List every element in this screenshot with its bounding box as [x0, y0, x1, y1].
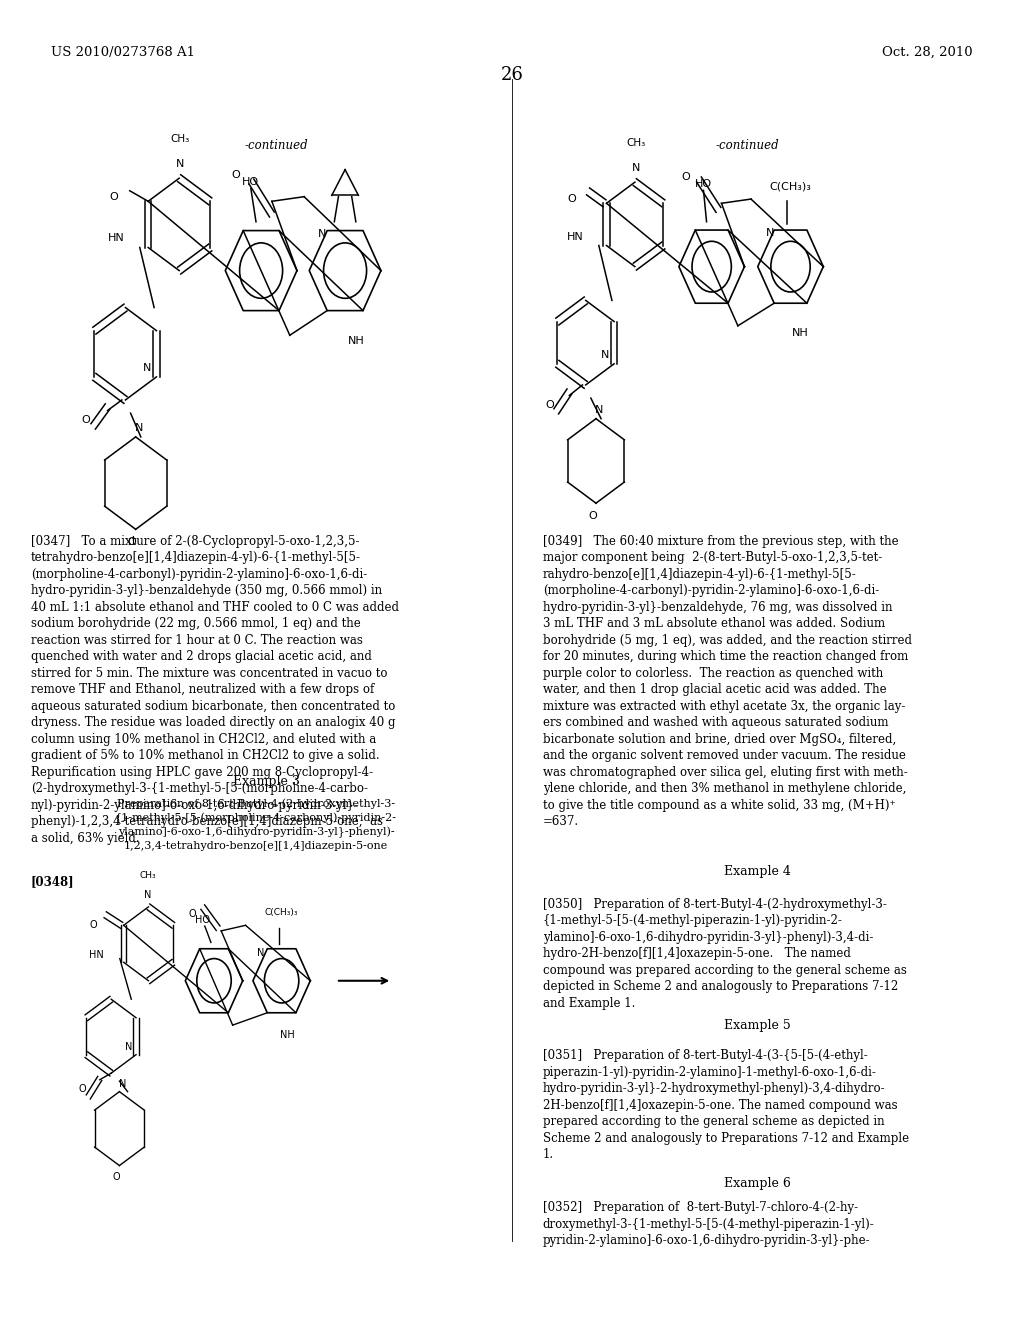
Text: HO: HO: [695, 178, 712, 189]
Text: NH: NH: [347, 335, 365, 346]
Text: N: N: [143, 890, 152, 900]
Text: Preparation of 8-tert-Butyl-4-(2-hydroxymethyl-3-
{1-methyl-5-[5-(morpholine-4-c: Preparation of 8-tert-Butyl-4-(2-hydroxy…: [115, 799, 397, 850]
Text: CH₃: CH₃: [171, 133, 189, 144]
Text: O: O: [546, 400, 554, 409]
Text: Oct. 28, 2010: Oct. 28, 2010: [882, 46, 973, 59]
Text: C(CH₃)₃: C(CH₃)₃: [770, 181, 811, 191]
Text: O: O: [128, 537, 136, 548]
Text: O: O: [567, 194, 577, 205]
Text: [0352]   Preparation of  8-tert-Butyl-7-chloro-4-(2-hy-
droxymethyl-3-{1-methyl-: [0352] Preparation of 8-tert-Butyl-7-chl…: [543, 1201, 874, 1247]
Text: US 2010/0273768 A1: US 2010/0273768 A1: [51, 46, 196, 59]
Text: N: N: [257, 948, 265, 958]
Text: O: O: [109, 193, 118, 202]
Text: CH₃: CH₃: [139, 871, 156, 880]
Text: [0351]   Preparation of 8-tert-Butyl-4-(3-{5-[5-(4-ethyl-
piperazin-1-yl)-pyridi: [0351] Preparation of 8-tert-Butyl-4-(3-…: [543, 1049, 909, 1162]
Text: C(CH₃)₃: C(CH₃)₃: [265, 908, 298, 917]
Text: Example 6: Example 6: [724, 1177, 792, 1191]
Text: O: O: [231, 170, 241, 180]
Text: O: O: [79, 1084, 86, 1094]
Text: HO: HO: [243, 177, 259, 187]
Text: 26: 26: [501, 66, 523, 84]
Text: N: N: [595, 405, 603, 414]
Text: N: N: [632, 162, 640, 173]
Text: N: N: [125, 1043, 132, 1052]
Text: [0350]   Preparation of 8-tert-Butyl-4-(2-hydroxymethyl-3-
{1-methyl-5-[5-(4-met: [0350] Preparation of 8-tert-Butyl-4-(2-…: [543, 898, 906, 1010]
Text: N: N: [135, 422, 143, 433]
Text: -continued: -continued: [245, 139, 308, 152]
Text: Example 4: Example 4: [724, 865, 792, 878]
Text: HO: HO: [196, 915, 210, 924]
Text: O: O: [113, 1172, 121, 1183]
Text: [0349]   The 60:40 mixture from the previous step, with the
major component bein: [0349] The 60:40 mixture from the previo…: [543, 535, 911, 828]
Text: -continued: -continued: [716, 139, 779, 152]
Text: N: N: [142, 363, 152, 372]
Text: N: N: [601, 350, 609, 360]
Text: O: O: [82, 414, 90, 425]
Text: N: N: [176, 158, 184, 169]
Text: Example 5: Example 5: [724, 1019, 792, 1032]
Text: N: N: [766, 228, 774, 238]
Text: N: N: [119, 1078, 126, 1089]
Text: HN: HN: [89, 950, 103, 960]
Text: HN: HN: [109, 234, 125, 243]
Text: CH₃: CH₃: [627, 137, 645, 148]
Text: HN: HN: [567, 232, 584, 242]
Text: [0347]   To a mixture of 2-(8-Cyclopropyl-5-oxo-1,2,3,5-
tetrahydro-benzo[e][1,4: [0347] To a mixture of 2-(8-Cyclopropyl-…: [31, 535, 398, 845]
Text: O: O: [90, 920, 97, 931]
Text: O: O: [188, 908, 197, 919]
Text: O: O: [681, 172, 690, 182]
Text: O: O: [589, 511, 597, 521]
Text: N: N: [318, 228, 327, 239]
Text: NH: NH: [792, 327, 809, 338]
Text: Example 3: Example 3: [232, 775, 300, 788]
Text: NH: NH: [280, 1030, 295, 1040]
Text: [0348]: [0348]: [31, 875, 75, 888]
